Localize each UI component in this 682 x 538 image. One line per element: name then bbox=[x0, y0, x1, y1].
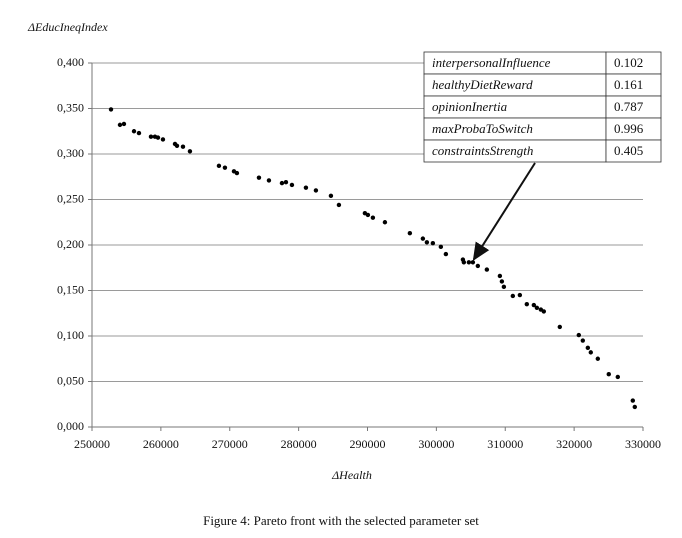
x-tick-label: 260000 bbox=[143, 437, 179, 451]
x-tick-label: 320000 bbox=[556, 437, 592, 451]
point bbox=[557, 324, 562, 330]
param-name: healthyDietReward bbox=[432, 77, 533, 92]
point bbox=[438, 244, 444, 250]
point bbox=[160, 137, 166, 142]
point bbox=[222, 165, 228, 170]
param-name: maxProbaToSwitch bbox=[432, 121, 533, 136]
point bbox=[470, 260, 476, 265]
point bbox=[365, 212, 371, 218]
point bbox=[382, 220, 388, 225]
y-tick-label: 0,100 bbox=[57, 328, 84, 342]
param-value: 0.405 bbox=[614, 143, 643, 158]
x-axis-label: ΔHealth bbox=[331, 468, 372, 482]
point bbox=[303, 185, 309, 190]
y-tick-label: 0,300 bbox=[57, 146, 84, 160]
x-tick-label: 330000 bbox=[625, 437, 661, 451]
point bbox=[466, 260, 472, 265]
point bbox=[615, 374, 620, 380]
point bbox=[266, 178, 272, 183]
y-tick-label: 0,400 bbox=[57, 55, 84, 69]
point bbox=[632, 404, 638, 410]
point bbox=[606, 372, 611, 377]
point bbox=[499, 279, 505, 284]
point bbox=[256, 175, 262, 180]
point bbox=[424, 240, 430, 245]
point bbox=[475, 263, 481, 269]
point bbox=[155, 135, 161, 140]
point bbox=[131, 129, 137, 134]
param-name: constraintsStrength bbox=[432, 143, 533, 158]
point bbox=[517, 292, 523, 298]
point bbox=[121, 121, 127, 127]
point bbox=[484, 267, 490, 272]
point bbox=[585, 345, 591, 351]
point bbox=[588, 350, 593, 355]
point bbox=[510, 293, 516, 299]
point bbox=[443, 251, 449, 257]
y-tick-label: 0,250 bbox=[57, 191, 84, 205]
point bbox=[313, 188, 319, 193]
point bbox=[534, 305, 540, 310]
x-tick-label: 250000 bbox=[74, 437, 110, 451]
point bbox=[630, 398, 636, 403]
y-tick-label: 0,350 bbox=[57, 100, 84, 114]
point bbox=[407, 230, 413, 236]
table-cell bbox=[605, 139, 662, 163]
point bbox=[501, 284, 507, 290]
point bbox=[283, 180, 289, 185]
point bbox=[541, 309, 547, 314]
x-tick-label: 290000 bbox=[350, 437, 386, 451]
point bbox=[420, 236, 426, 241]
param-name: opinionInertia bbox=[432, 99, 508, 114]
point bbox=[174, 143, 180, 149]
y-tick-label: 0,200 bbox=[57, 237, 84, 251]
point bbox=[524, 301, 530, 307]
y-axis-label: ΔEducIneqIndex bbox=[27, 20, 108, 34]
point bbox=[148, 134, 154, 139]
point bbox=[279, 180, 285, 186]
param-name: interpersonalInfluence bbox=[432, 55, 551, 70]
x-tick-label: 300000 bbox=[418, 437, 454, 451]
point bbox=[234, 170, 240, 176]
y-tick-label: 0,000 bbox=[57, 419, 84, 433]
x-tick-label: 270000 bbox=[212, 437, 248, 451]
point bbox=[108, 107, 114, 112]
y-tick-label: 0,050 bbox=[57, 373, 84, 387]
x-tick-label: 280000 bbox=[281, 437, 317, 451]
point bbox=[117, 122, 123, 128]
param-value: 0.787 bbox=[614, 99, 644, 114]
point bbox=[430, 240, 436, 246]
point bbox=[580, 338, 586, 343]
point bbox=[187, 149, 193, 154]
y-tick-label: 0,150 bbox=[57, 282, 84, 296]
param-value: 0.102 bbox=[614, 55, 643, 70]
point bbox=[595, 356, 601, 361]
x-tick-label: 310000 bbox=[487, 437, 523, 451]
point bbox=[289, 182, 295, 188]
point bbox=[216, 163, 222, 169]
point bbox=[497, 273, 503, 279]
annotation-arrow bbox=[472, 162, 536, 261]
param-value: 0.161 bbox=[614, 77, 643, 92]
point bbox=[136, 130, 142, 136]
point bbox=[336, 202, 342, 208]
point bbox=[461, 260, 467, 265]
point bbox=[370, 215, 376, 220]
point bbox=[576, 332, 582, 338]
param-value: 0.996 bbox=[614, 121, 644, 136]
point bbox=[180, 144, 186, 149]
caption: Figure 4: Pareto front with the selected… bbox=[203, 513, 479, 528]
point bbox=[328, 193, 334, 199]
point bbox=[531, 302, 537, 308]
